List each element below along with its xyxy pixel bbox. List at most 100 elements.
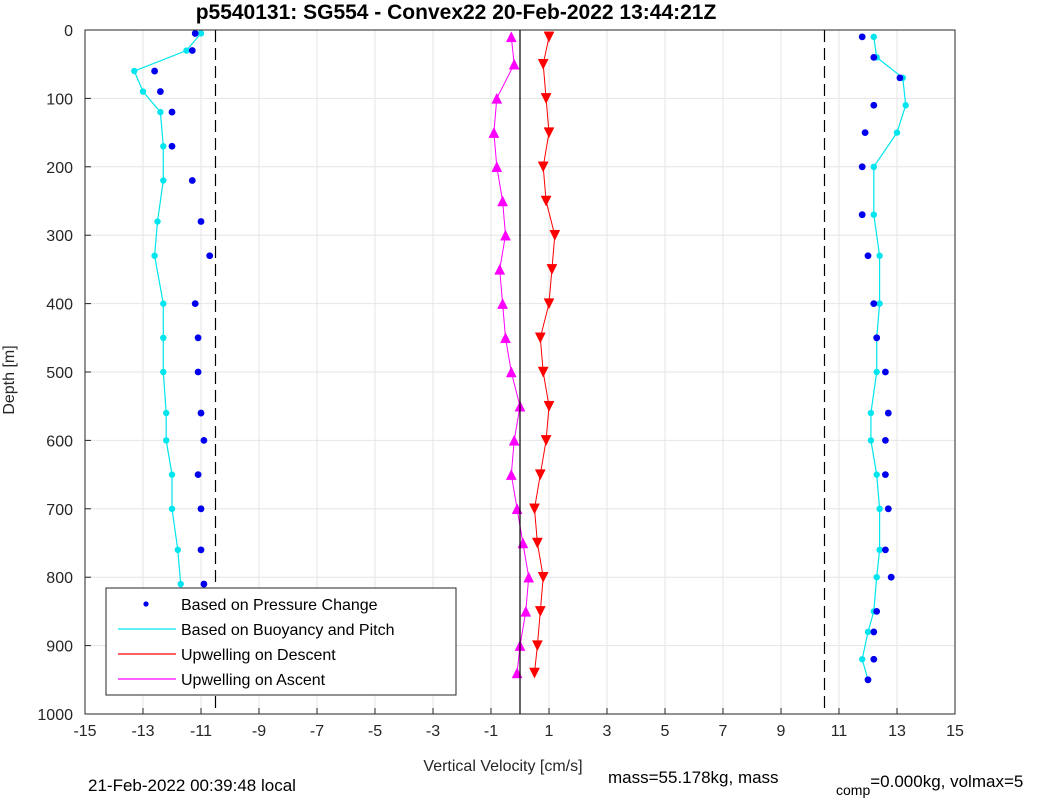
upwelling-descent-point: [537, 161, 549, 173]
y-tick-label: 500: [46, 365, 73, 382]
upwelling-descent-point: [537, 571, 549, 583]
comp-text: comp=0.000kg, volmax=5: [836, 772, 1023, 798]
upwelling-descent-point: [534, 606, 546, 617]
upwelling-descent-point: [537, 58, 549, 70]
pressure-change-point: [870, 53, 878, 61]
buoyancy-pitch-point: [151, 252, 158, 259]
pressure-change-point: [197, 218, 205, 225]
legend-label: Based on Pressure Change: [181, 597, 378, 614]
legend: Based on Pressure Change Based on Buoyanc…: [105, 587, 457, 696]
upwelling-descent-point: [540, 435, 552, 446]
pressure-change-point: [197, 409, 205, 417]
buoyancy-pitch-point: [163, 409, 170, 417]
pressure-change-point: [882, 471, 889, 478]
legend-label: Based on Buoyancy and Pitch: [181, 622, 394, 639]
pressure-change-point: [858, 33, 866, 41]
pressure-change-point: [188, 177, 196, 184]
upwelling-descent-point: [543, 127, 555, 139]
x-tick-label: -3: [426, 723, 440, 740]
pressure-change-point: [168, 142, 176, 150]
legend-label: Upwelling on Descent: [181, 647, 336, 664]
buoyancy-pitch-point: [864, 628, 872, 636]
y-tick-label: 100: [46, 91, 73, 108]
pressure-change-point: [873, 608, 881, 615]
upwelling-ascent-point: [508, 58, 520, 70]
pressure-change-point: [197, 505, 205, 513]
y-tick-label: 300: [46, 228, 73, 245]
x-tick-label: -1: [484, 723, 498, 740]
buoyancy-pitch-point: [893, 129, 901, 136]
pressure-change-point: [194, 471, 202, 478]
legend-label: Upwelling on Ascent: [181, 672, 326, 689]
upwelling-ascent-point: [491, 92, 503, 104]
upwelling-ascent-point: [523, 571, 535, 583]
pressure-change-point: [884, 505, 892, 513]
x-tick-label: -13: [131, 723, 154, 740]
y-tick-label: 0: [64, 23, 73, 40]
pressure-change-point: [864, 676, 872, 684]
chart-title: p5540131: SG554 - Convex22 20-Feb-2022 1…: [196, 1, 717, 24]
pressure-change-point: [870, 300, 878, 307]
y-tick-label: 400: [46, 297, 73, 314]
upwelling-ascent-point: [508, 434, 520, 446]
buoyancy-pitch-point: [873, 368, 880, 376]
upwelling-descent-point: [543, 31, 555, 43]
buoyancy-pitch-line: [133, 33, 202, 680]
pressure-change-point: [870, 655, 878, 663]
pressure-change-point: [188, 47, 196, 54]
x-tick-label: -5: [368, 723, 382, 740]
y-axis-label: Depth [m]: [1, 345, 18, 414]
pressure-change-point: [870, 101, 878, 109]
pressure-change-point: [858, 211, 866, 219]
x-tick-label: -9: [252, 723, 266, 740]
y-axis: 0 100 200 300 400 500 600 700 800 900 1000: [37, 23, 91, 724]
x-tick-label: 7: [719, 723, 728, 740]
upwelling-descent-point: [529, 503, 540, 515]
pressure-change-point: [168, 108, 176, 116]
pressure-change-point: [884, 409, 892, 417]
pressure-change-point: [864, 252, 872, 260]
pressure-change-point: [882, 546, 889, 554]
pressure-change-point: [151, 67, 159, 75]
series-layer: [131, 30, 909, 684]
upwelling-ascent-point: [500, 332, 511, 344]
pressure-change-point: [157, 88, 164, 95]
x-tick-label: 13: [888, 723, 906, 740]
buoyancy-pitch-point: [160, 368, 167, 376]
upwelling-ascent-point: [520, 605, 532, 617]
upwelling-ascent-point: [505, 469, 517, 480]
upwelling-ascent-point: [505, 31, 517, 43]
buoyancy-pitch-point: [168, 505, 176, 512]
x-tick-label: 3: [603, 723, 612, 740]
buoyancy-pitch-point: [902, 102, 909, 109]
pressure-change-point: [882, 368, 889, 376]
x-tick-label: -7: [310, 723, 324, 740]
upwelling-descent-point: [534, 469, 546, 481]
legend-box: [105, 587, 457, 696]
upwelling-ascent-point: [494, 263, 506, 275]
y-tick-label: 1000: [37, 707, 73, 724]
x-tick-label: 11: [831, 723, 848, 740]
upwelling-ascent-point: [491, 161, 503, 173]
buoyancy-pitch-point: [859, 656, 866, 663]
upwelling-descent-point: [534, 332, 546, 344]
buoyancy-pitch-point: [174, 546, 181, 554]
buoyancy-pitch-point: [157, 108, 164, 116]
upwelling-descent-point: [531, 640, 543, 652]
y-tick-label: 600: [46, 433, 73, 450]
buoyancy-pitch-point: [131, 67, 138, 75]
buoyancy-pitch-point: [867, 409, 875, 417]
pressure-change-point: [896, 74, 904, 82]
pressure-change-point: [873, 334, 881, 342]
pressure-change-point: [206, 252, 214, 260]
pressure-change-point: [870, 628, 878, 636]
x-axis: -15 -13 -11 -9 -7 -5 -3 -1 1 3 5 7 9 11 13 15: [73, 708, 964, 740]
buoyancy-pitch-point: [163, 437, 170, 444]
local-time-text: 21-Feb-2022 00:39:48 local: [88, 776, 296, 795]
upwelling-ascent-line: [493, 36, 530, 674]
mass-value: mass=55.178kg, mass: [608, 768, 779, 787]
pressure-change-point: [194, 368, 202, 376]
upwelling-descent-point: [546, 264, 558, 275]
buoyancy-pitch-point: [876, 505, 883, 512]
pressure-change-point: [197, 546, 205, 554]
